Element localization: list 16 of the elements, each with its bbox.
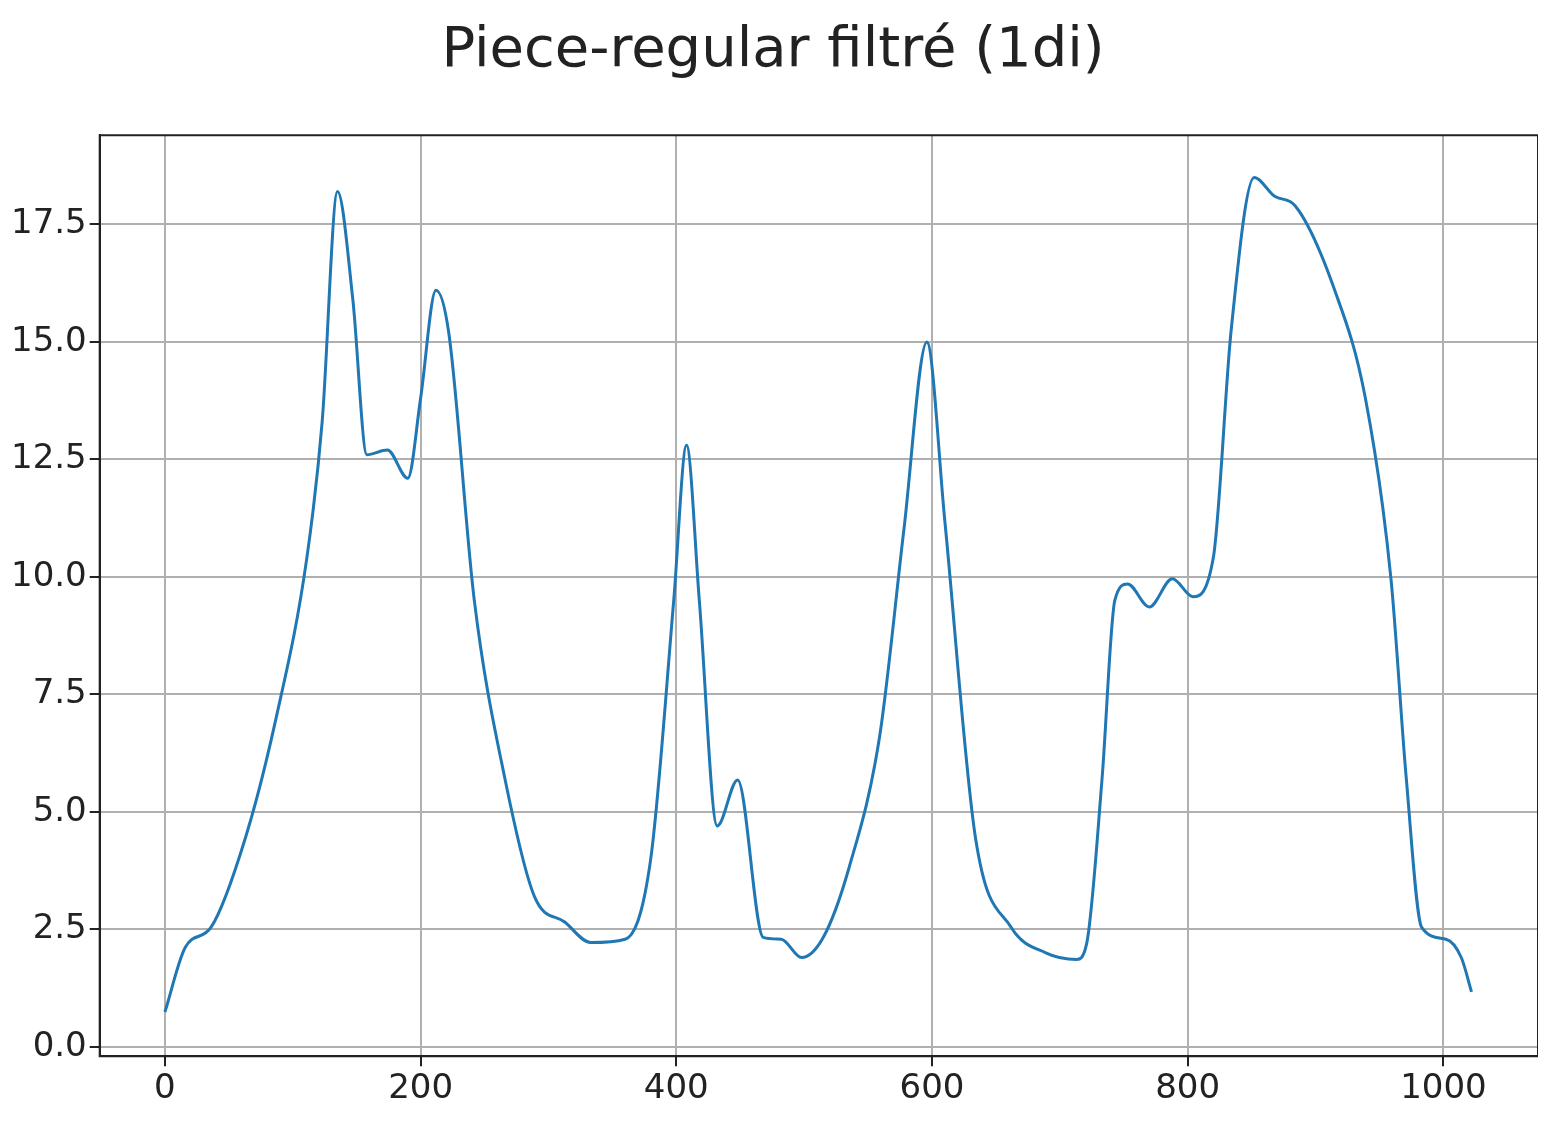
x-tick-label: 1000	[1400, 1066, 1487, 1107]
chart-title: Piece-regular filtré (1di)	[441, 14, 1105, 80]
x-tick-label: 400	[643, 1066, 709, 1107]
line-series	[163, 175, 1474, 1014]
x-tick-label: 600	[899, 1066, 965, 1107]
y-tick-label: 7.5	[32, 671, 87, 712]
y-tick-label: 5.0	[32, 788, 87, 829]
x-tick-label: 0	[154, 1066, 176, 1107]
x-tick-label: 200	[388, 1066, 454, 1107]
y-tick-label: 10.0	[11, 553, 87, 594]
y-tick-label: 15.0	[11, 318, 87, 359]
x-tick-label: 800	[1155, 1066, 1221, 1107]
y-tick-label: 0.0	[32, 1023, 87, 1064]
y-tick-label: 12.5	[11, 436, 87, 477]
y-tick-label: 2.5	[32, 906, 87, 947]
y-tick-label: 17.5	[11, 201, 87, 242]
